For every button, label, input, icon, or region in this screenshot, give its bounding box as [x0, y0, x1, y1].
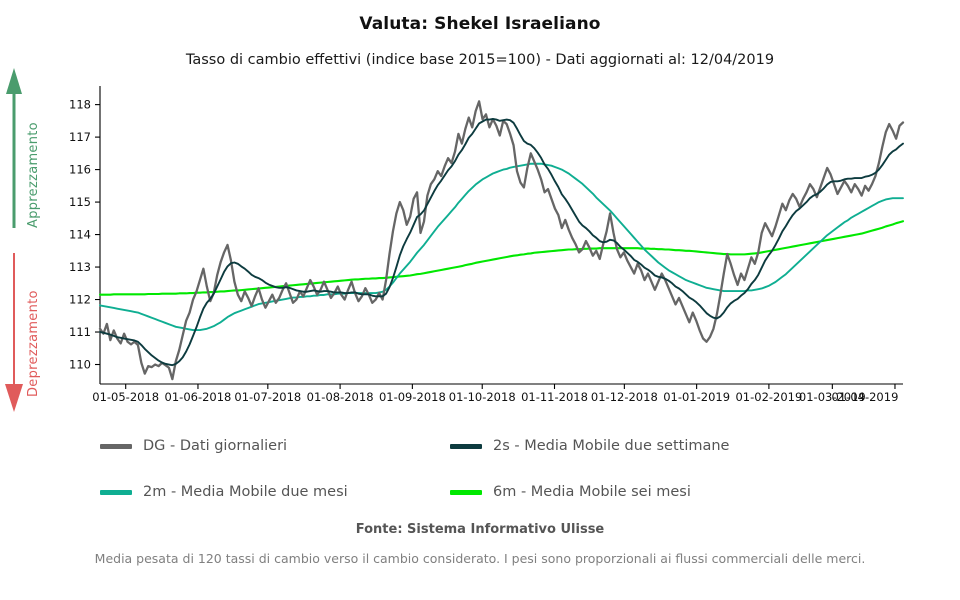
legend-item-2s[interactable]: 2s - Media Mobile due settimane: [450, 434, 800, 458]
legend-swatch-dg: [100, 443, 132, 449]
up-arrow-icon: [6, 68, 22, 228]
svg-text:113: 113: [69, 260, 91, 274]
svg-text:116: 116: [69, 163, 91, 177]
svg-text:01-02-2019: 01-02-2019: [735, 390, 802, 404]
legend-item-2m[interactable]: 2m - Media Mobile due mesi: [100, 480, 450, 504]
legend-label-dg: DG - Dati giornalieri: [143, 438, 288, 454]
legend-item-dg[interactable]: DG - Dati giornalieri: [100, 434, 450, 458]
svg-text:01-06-2018: 01-06-2018: [165, 390, 232, 404]
svg-text:01-12-2018: 01-12-2018: [591, 390, 658, 404]
series-line-2s: [99, 117, 904, 367]
down-arrow-icon: [5, 253, 23, 412]
direction-arrows: [5, 68, 23, 412]
legend-label-6m: 6m - Media Mobile sei mesi: [493, 484, 691, 500]
note-text: Media pesata di 120 tassi di cambio vers…: [94, 551, 866, 566]
svg-text:01-01-2019: 01-01-2019: [663, 390, 730, 404]
series-line-DG: [98, 100, 905, 381]
legend-swatch-2m: [100, 489, 132, 495]
svg-text:110: 110: [69, 358, 91, 372]
svg-text:111: 111: [69, 325, 91, 339]
page-title: Valuta: Shekel Israeliano: [359, 14, 601, 34]
legend-swatch-6m: [450, 489, 482, 495]
svg-text:114: 114: [69, 228, 91, 242]
svg-text:01-10-2018: 01-10-2018: [449, 390, 516, 404]
series-line-2m: [99, 162, 904, 332]
svg-text:01-07-2018: 01-07-2018: [234, 390, 301, 404]
svg-text:117: 117: [69, 130, 91, 144]
svg-text:01-05-2018: 01-05-2018: [92, 390, 159, 404]
svg-text:01-08-2018: 01-08-2018: [307, 390, 374, 404]
page-subtitle: Tasso di cambio effettivi (indice base 2…: [185, 52, 775, 68]
series-line-6m: [98, 220, 905, 296]
svg-text:118: 118: [69, 98, 91, 112]
y-axis: 110 111 112 113 114 115 116 117 118: [69, 86, 101, 384]
chart-legend: DG - Dati giornalieri 2s - Media Mobile …: [100, 434, 920, 504]
legend-label-2s: 2s - Media Mobile due settimane: [493, 438, 730, 454]
svg-text:01-03-2019: 01-03-2019: [799, 390, 866, 404]
svg-text:112: 112: [69, 293, 91, 307]
source-text: Fonte: Sistema Informativo Ulisse: [355, 522, 605, 537]
legend-swatch-2s: [450, 443, 482, 449]
svg-text:115: 115: [69, 195, 91, 209]
x-axis: 01-05-2018 01-06-2018 01-07-2018 01-08-2018…: [92, 383, 903, 404]
legend-item-6m[interactable]: 6m - Media Mobile sei mesi: [450, 480, 800, 504]
series-lines: [98, 100, 905, 381]
svg-text:01-04-2019: 01-04-2019: [832, 390, 899, 404]
legend-label-2m: 2m - Media Mobile due mesi: [143, 484, 348, 500]
svg-text:01-09-2018: 01-09-2018: [379, 390, 446, 404]
svg-text:01-11-2018: 01-11-2018: [521, 390, 588, 404]
